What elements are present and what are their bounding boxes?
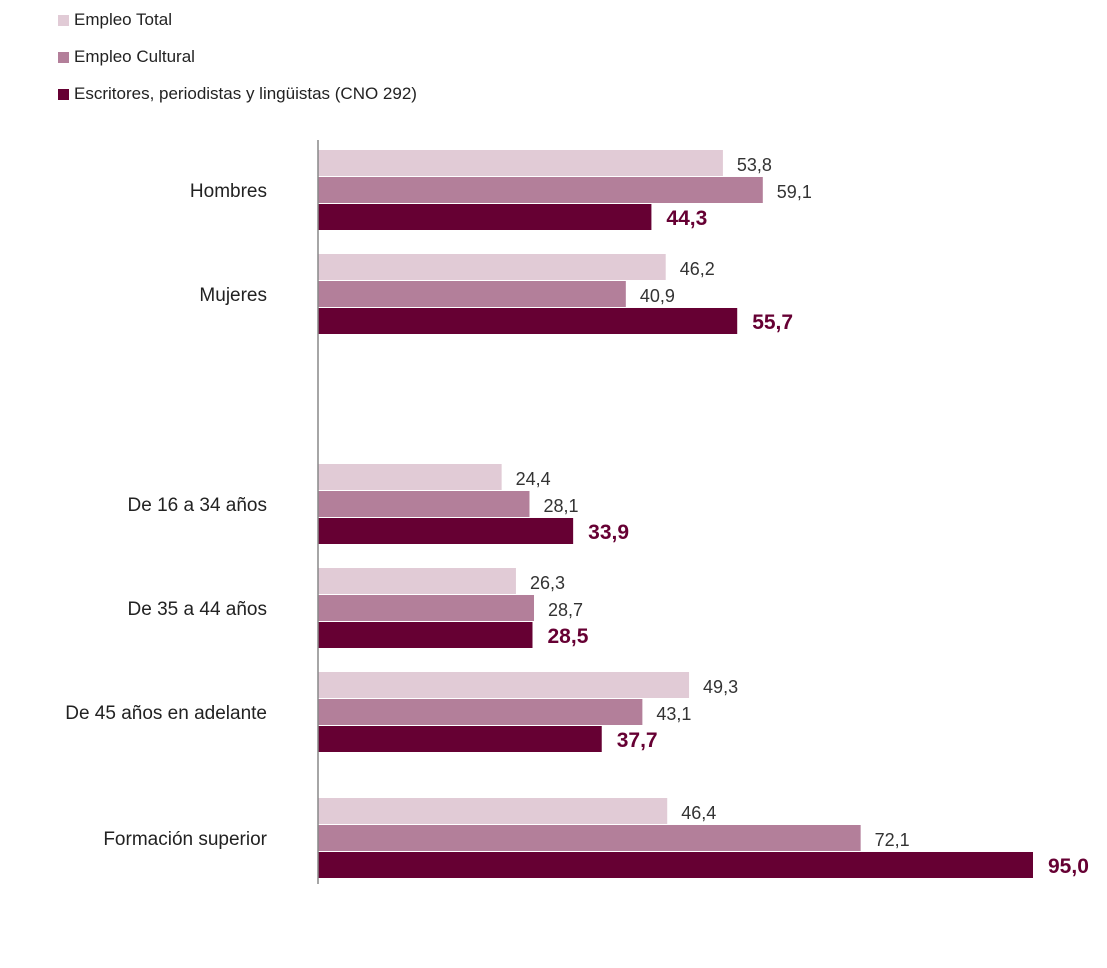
bar-empleo-cultural-de-35-a-44-anos — [318, 595, 535, 621]
legend-swatch-empleo-cultural — [58, 51, 69, 63]
category-label-hombres: Hombres — [190, 181, 267, 202]
bar-empleo-total-de-16-a-34-anos — [318, 464, 502, 490]
legend-item-empleo-total: Empleo Total — [58, 10, 417, 30]
bar-empleo-cultural-de-16-a-34-anos — [318, 491, 530, 517]
data-label-empleo-total-mujeres: 46,2 — [680, 259, 715, 279]
data-label-empleo-cultural-de-45-anos-en-adelante: 43,1 — [656, 704, 691, 724]
data-label-empleo-cultural-de-35-a-44-anos: 28,7 — [548, 600, 583, 620]
bar-empleo-total-de-35-a-44-anos — [318, 568, 516, 594]
bar-empleo-cultural-de-45-anos-en-adelante — [318, 699, 643, 725]
data-label-escritores-periodistas-y-linguistas-cno-292-hombres: 44,3 — [666, 207, 707, 230]
data-label-empleo-cultural-mujeres: 40,9 — [640, 286, 675, 306]
data-label-empleo-total-de-35-a-44-anos: 26,3 — [530, 573, 565, 593]
data-label-escritores-periodistas-y-linguistas-cno-292-de-45-anos-en-adelante: 37,7 — [617, 729, 658, 752]
data-label-empleo-total-formacion-superior: 46,4 — [681, 803, 716, 823]
data-label-empleo-cultural-hombres: 59,1 — [777, 182, 812, 202]
category-label-formacion-superior: Formación superior — [103, 829, 267, 850]
bar-empleo-total-de-45-anos-en-adelante — [318, 672, 690, 698]
bar-empleo-cultural-mujeres — [318, 281, 626, 307]
bar-empleo-cultural-formacion-superior — [318, 825, 861, 851]
legend-label-escritores: Escritores, periodistas y lingüistas (CN… — [74, 84, 417, 103]
bar-empleo-total-hombres — [318, 150, 723, 176]
legend-item-escritores: Escritores, periodistas y lingüistas (CN… — [58, 84, 417, 104]
bar-empleo-total-mujeres — [318, 254, 666, 280]
bar-escritores-periodistas-y-linguistas-cno-292-hombres — [318, 204, 652, 230]
bar-empleo-cultural-hombres — [318, 177, 763, 203]
category-label-mujeres: Mujeres — [199, 285, 267, 306]
legend-item-empleo-cultural: Empleo Cultural — [58, 47, 417, 67]
data-label-escritores-periodistas-y-linguistas-cno-292-formacion-superior: 95,0 — [1048, 855, 1089, 878]
bar-escritores-periodistas-y-linguistas-cno-292-de-16-a-34-anos — [318, 518, 574, 544]
bar-escritores-periodistas-y-linguistas-cno-292-de-45-anos-en-adelante — [318, 726, 602, 752]
bar-empleo-total-formacion-superior — [318, 798, 668, 824]
data-label-empleo-cultural-de-16-a-34-anos: 28,1 — [543, 496, 578, 516]
category-label-de-35-a-44-anos: De 35 a 44 años — [128, 599, 267, 620]
legend-swatch-empleo-total — [58, 14, 69, 26]
category-label-de-16-a-34-anos: De 16 a 34 años — [128, 495, 267, 516]
category-label-de-45-anos-en-adelante: De 45 años en adelante — [65, 703, 267, 724]
data-label-escritores-periodistas-y-linguistas-cno-292-de-16-a-34-anos: 33,9 — [588, 521, 629, 544]
data-label-empleo-cultural-formacion-superior: 72,1 — [875, 830, 910, 850]
legend-swatch-escritores — [58, 88, 69, 100]
data-label-empleo-total-de-45-anos-en-adelante: 49,3 — [703, 677, 738, 697]
data-label-empleo-total-hombres: 53,8 — [737, 155, 772, 175]
data-label-empleo-total-de-16-a-34-anos: 24,4 — [516, 469, 551, 489]
bar-escritores-periodistas-y-linguistas-cno-292-de-35-a-44-anos — [318, 622, 533, 648]
bar-escritores-periodistas-y-linguistas-cno-292-formacion-superior — [318, 852, 1033, 878]
legend-label-empleo-total: Empleo Total — [74, 10, 172, 29]
legend: Empleo Total Empleo Cultural Escritores,… — [58, 10, 417, 104]
legend-label-empleo-cultural: Empleo Cultural — [74, 47, 195, 66]
data-label-escritores-periodistas-y-linguistas-cno-292-mujeres: 55,7 — [752, 311, 793, 334]
bar-escritores-periodistas-y-linguistas-cno-292-mujeres — [318, 308, 738, 334]
data-label-escritores-periodistas-y-linguistas-cno-292-de-35-a-44-anos: 28,5 — [548, 625, 589, 648]
